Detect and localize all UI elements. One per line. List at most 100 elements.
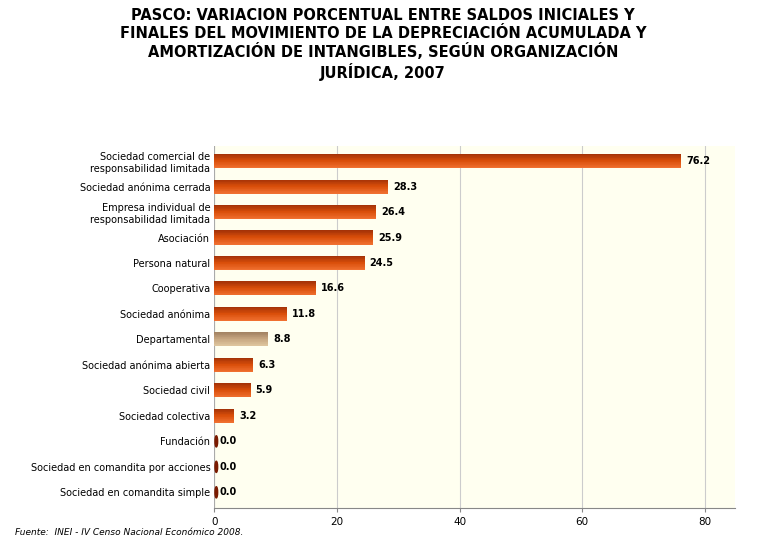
- Bar: [214, 237, 373, 238]
- Bar: [214, 263, 365, 264]
- Text: 28.3: 28.3: [393, 181, 417, 192]
- Bar: [214, 413, 234, 414]
- Bar: [214, 282, 316, 283]
- Bar: [214, 158, 682, 159]
- Bar: [214, 389, 250, 390]
- Bar: [214, 256, 365, 258]
- Bar: [214, 284, 316, 285]
- Bar: [214, 341, 268, 342]
- Bar: [214, 335, 268, 336]
- Bar: [214, 238, 373, 239]
- Bar: [214, 184, 388, 185]
- Bar: [214, 333, 268, 334]
- Bar: [214, 290, 316, 291]
- Bar: [214, 340, 268, 341]
- Bar: [214, 334, 268, 335]
- Bar: [214, 421, 234, 422]
- Bar: [214, 231, 373, 232]
- Bar: [214, 365, 253, 366]
- Bar: [214, 339, 268, 340]
- Bar: [214, 368, 253, 369]
- Bar: [214, 185, 388, 186]
- Bar: [214, 418, 234, 420]
- Bar: [214, 310, 286, 311]
- Circle shape: [215, 436, 218, 447]
- Bar: [214, 242, 373, 243]
- Bar: [214, 420, 234, 421]
- Bar: [214, 164, 682, 165]
- Bar: [214, 239, 373, 240]
- Bar: [214, 166, 682, 167]
- Bar: [214, 192, 388, 193]
- Bar: [214, 319, 286, 320]
- Bar: [214, 309, 286, 310]
- Bar: [214, 167, 682, 168]
- Bar: [214, 244, 373, 245]
- Bar: [214, 388, 250, 389]
- Bar: [214, 293, 316, 294]
- Bar: [214, 268, 365, 269]
- Bar: [214, 394, 250, 395]
- Bar: [214, 411, 234, 413]
- Bar: [214, 210, 376, 211]
- Text: 76.2: 76.2: [686, 156, 710, 166]
- Bar: [214, 364, 253, 365]
- Text: 3.2: 3.2: [239, 411, 257, 421]
- Bar: [214, 410, 234, 411]
- Bar: [214, 205, 376, 206]
- Bar: [214, 264, 365, 265]
- Bar: [214, 311, 286, 312]
- Bar: [214, 362, 253, 363]
- Bar: [214, 186, 388, 187]
- Text: 5.9: 5.9: [256, 386, 273, 395]
- Bar: [214, 422, 234, 423]
- Bar: [214, 241, 373, 242]
- Bar: [214, 216, 376, 217]
- Bar: [214, 289, 316, 290]
- Bar: [214, 206, 376, 207]
- Bar: [214, 386, 250, 387]
- Text: 24.5: 24.5: [369, 258, 394, 268]
- Bar: [214, 393, 250, 394]
- Bar: [214, 415, 234, 416]
- Bar: [214, 346, 268, 347]
- Bar: [214, 214, 376, 215]
- Text: 0.0: 0.0: [219, 487, 237, 497]
- Bar: [214, 343, 268, 345]
- Bar: [214, 417, 234, 418]
- Bar: [214, 360, 253, 361]
- Bar: [214, 213, 376, 214]
- Text: PASCO: VARIACION PORCENTUAL ENTRE SALDOS INICIALES Y
FINALES DEL MOVIMIENTO DE L: PASCO: VARIACION PORCENTUAL ENTRE SALDOS…: [119, 8, 647, 82]
- Bar: [214, 215, 376, 216]
- Bar: [214, 163, 682, 164]
- Text: 25.9: 25.9: [378, 233, 402, 242]
- Bar: [214, 262, 365, 263]
- Bar: [214, 318, 286, 319]
- Bar: [214, 240, 373, 241]
- Bar: [214, 361, 253, 362]
- Bar: [214, 342, 268, 343]
- Bar: [214, 156, 682, 157]
- Bar: [214, 243, 373, 244]
- Bar: [214, 159, 682, 160]
- Bar: [214, 336, 268, 338]
- Text: 0.0: 0.0: [219, 462, 237, 472]
- Text: 6.3: 6.3: [258, 360, 275, 370]
- Bar: [214, 409, 234, 410]
- Bar: [214, 236, 373, 237]
- Bar: [214, 338, 268, 339]
- Bar: [214, 387, 250, 388]
- Bar: [214, 260, 365, 261]
- Bar: [214, 385, 250, 386]
- Bar: [214, 287, 316, 288]
- Bar: [214, 155, 682, 156]
- Bar: [214, 421, 234, 422]
- Bar: [214, 292, 316, 293]
- Bar: [214, 390, 250, 391]
- Bar: [214, 285, 316, 286]
- Bar: [214, 218, 376, 219]
- Bar: [214, 212, 376, 213]
- Bar: [214, 315, 286, 316]
- Bar: [214, 190, 388, 191]
- Bar: [214, 369, 253, 370]
